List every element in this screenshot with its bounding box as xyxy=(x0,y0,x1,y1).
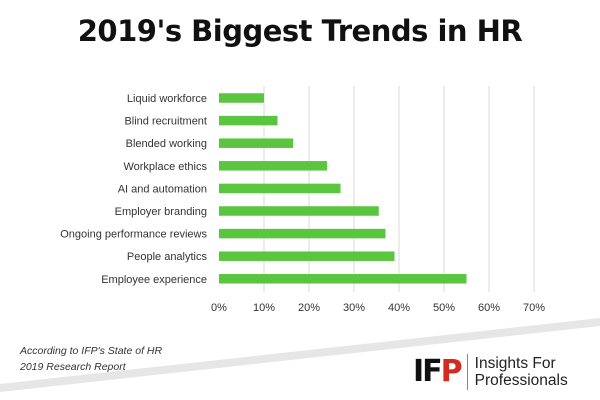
logo-letter-i: I xyxy=(413,354,424,389)
logo-text-line-2: Professionals xyxy=(474,372,568,389)
category-label: AI and automation xyxy=(118,183,207,195)
x-tick-label: 70% xyxy=(523,302,545,314)
logo-mark: IFP xyxy=(413,354,463,389)
x-tick-label: 0% xyxy=(211,302,227,314)
category-label: Workplace ethics xyxy=(123,161,207,173)
logo-letter-f: F xyxy=(422,354,442,389)
bar xyxy=(219,228,386,239)
category-label: Blind recruitment xyxy=(124,116,207,128)
logo-text: Insights For Professionals xyxy=(475,355,568,389)
bar xyxy=(219,206,379,216)
source-note-line-1: According to IFP's State of HR xyxy=(20,345,163,357)
bar xyxy=(219,161,327,171)
x-tick-label: 50% xyxy=(433,302,455,314)
logo-text-line-1: Insights For xyxy=(474,355,556,372)
category-label: Liquid workforce xyxy=(127,93,207,105)
bar xyxy=(219,251,395,261)
category-label: Employee experience xyxy=(101,274,207,286)
bar xyxy=(219,138,294,148)
category-label: People analytics xyxy=(127,251,208,263)
category-label: Ongoing performance reviews xyxy=(60,229,207,241)
logo-divider xyxy=(466,354,468,390)
x-tick-label: 60% xyxy=(478,302,500,314)
x-tick-label: 30% xyxy=(343,302,365,314)
x-tick-label: 40% xyxy=(388,302,410,314)
category-label: Employer branding xyxy=(115,206,207,218)
bar xyxy=(219,183,341,194)
category-label: Blended working xyxy=(126,138,207,150)
bar xyxy=(219,115,278,126)
logo-letter-p: P xyxy=(440,354,463,389)
bar xyxy=(219,93,264,103)
bar xyxy=(219,274,467,284)
footer-white-panel xyxy=(0,326,600,400)
page-title: 2019's Biggest Trends in HR xyxy=(77,14,523,48)
source-note-line-2: 2019 Research Report xyxy=(20,361,126,373)
x-tick-label: 20% xyxy=(298,302,320,314)
source-note: According to IFP's State of HR 2019 Rese… xyxy=(20,343,162,375)
x-tick-label: 10% xyxy=(253,302,275,314)
ifp-logo: IFP Insights For Professionals xyxy=(413,354,568,390)
